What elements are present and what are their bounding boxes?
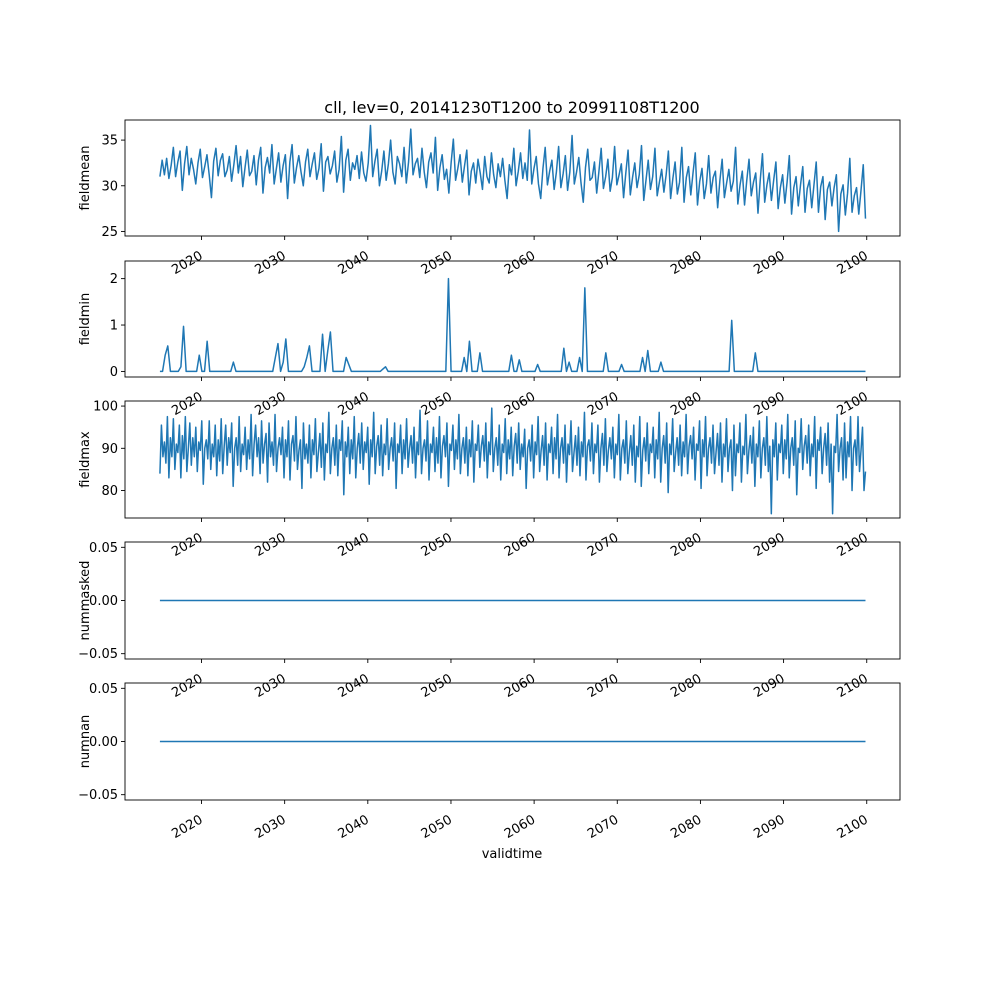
x-tick-label: 2080 [668, 530, 704, 560]
y-axis-label: numnan [78, 715, 93, 769]
y-tick-label: 0.05 [89, 541, 118, 556]
axes-frame [124, 119, 901, 237]
y-tick-label: 0 [110, 365, 118, 380]
y-axis-label: fieldmean [78, 146, 93, 211]
x-tick-label: 2060 [502, 248, 538, 278]
y-axis-label: nummasked [78, 561, 93, 641]
y-tick-label: 100 [93, 400, 118, 415]
x-tick-label: 2070 [585, 671, 621, 701]
y-tick-label: 90 [101, 442, 118, 457]
x-tick-label: 2100 [835, 530, 871, 560]
subplot-numnan: −0.05 0.00 0.05 2020 2030 2040 2050 2060 2070 208… [78, 682, 901, 842]
y-axis-label: fieldmax [78, 431, 93, 488]
x-tick-label: 2040 [336, 812, 372, 842]
y-tick-label: 0.00 [89, 594, 118, 609]
y-tick-label: 35 [101, 134, 118, 149]
y-tick-label: 0.05 [89, 682, 118, 697]
x-tick-label: 2020 [169, 248, 205, 278]
chart-title: cll, lev=0, 20141230T1200 to 20991108T12… [324, 98, 699, 117]
x-tick-label: 2060 [502, 812, 538, 842]
subplot-fieldmax: 80 90 100 2020 2030 2040 2050 2060 2070 2080 2090 2… [78, 400, 901, 560]
x-tick-label: 2100 [835, 248, 871, 278]
x-tick-label: 2020 [169, 530, 205, 560]
x-tick-label: 2080 [668, 248, 704, 278]
subplot-fieldmean: 25 30 35 2020 2030 2040 2050 2060 2070 2080 2090 21… [78, 119, 901, 278]
x-tick-label: 2020 [169, 671, 205, 701]
x-tick-label: 2090 [751, 248, 787, 278]
x-tick-label: 2050 [419, 389, 455, 419]
x-tick-label: 2060 [502, 530, 538, 560]
x-tick-label: 2060 [502, 389, 538, 419]
x-tick-label: 2100 [835, 389, 871, 419]
x-tick-label: 2050 [419, 812, 455, 842]
x-tick-label: 2080 [668, 812, 704, 842]
x-axis-label: validtime [482, 847, 543, 862]
x-tick-label: 2030 [252, 671, 288, 701]
x-tick-label: 2040 [336, 248, 372, 278]
x-tick-label: 2070 [585, 248, 621, 278]
y-tick-label: 25 [101, 225, 118, 240]
y-tick-label: 2 [110, 272, 118, 287]
x-tick-label: 2040 [336, 530, 372, 560]
y-tick-label: 1 [110, 319, 118, 334]
y-tick-label: −0.05 [78, 788, 118, 803]
series-line-fieldmin [159, 277, 866, 373]
x-tick-label: 2090 [751, 389, 787, 419]
x-tick-label: 2050 [419, 530, 455, 560]
x-tick-label: 2060 [502, 671, 538, 701]
axes-frame [124, 400, 901, 519]
axes-frame [124, 260, 901, 378]
x-tick-label: 2040 [336, 671, 372, 701]
series-line-fieldmean [159, 124, 867, 233]
x-tick-label: 2030 [252, 812, 288, 842]
x-tick-label: 2070 [585, 812, 621, 842]
x-tick-label: 2030 [252, 248, 288, 278]
y-tick-label: 0.00 [89, 735, 118, 750]
x-tick-label: 2020 [169, 389, 205, 419]
x-tick-label: 2050 [419, 248, 455, 278]
x-tick-label: 2030 [252, 530, 288, 560]
y-axis-label: fieldmin [78, 293, 93, 346]
x-tick-label: 2090 [751, 812, 787, 842]
x-tick-label: 2100 [835, 671, 871, 701]
y-tick-label: −0.05 [78, 647, 118, 662]
x-tick-label: 2090 [751, 671, 787, 701]
x-tick-label: 2030 [252, 389, 288, 419]
series-line-fieldmax [159, 407, 867, 515]
x-tick-label: 2020 [169, 812, 205, 842]
x-tick-label: 2050 [419, 671, 455, 701]
x-tick-label: 2100 [835, 812, 871, 842]
y-tick-label: 80 [101, 484, 118, 499]
y-tick-label: 30 [101, 179, 118, 194]
x-tick-label: 2070 [585, 530, 621, 560]
subplot-nummasked: −0.05 0.00 0.05 2020 2030 2040 2050 2060 2070 208… [78, 541, 901, 701]
x-tick-label: 2070 [585, 389, 621, 419]
x-tick-label: 2090 [751, 530, 787, 560]
x-tick-label: 2040 [336, 389, 372, 419]
x-tick-label: 2080 [668, 671, 704, 701]
